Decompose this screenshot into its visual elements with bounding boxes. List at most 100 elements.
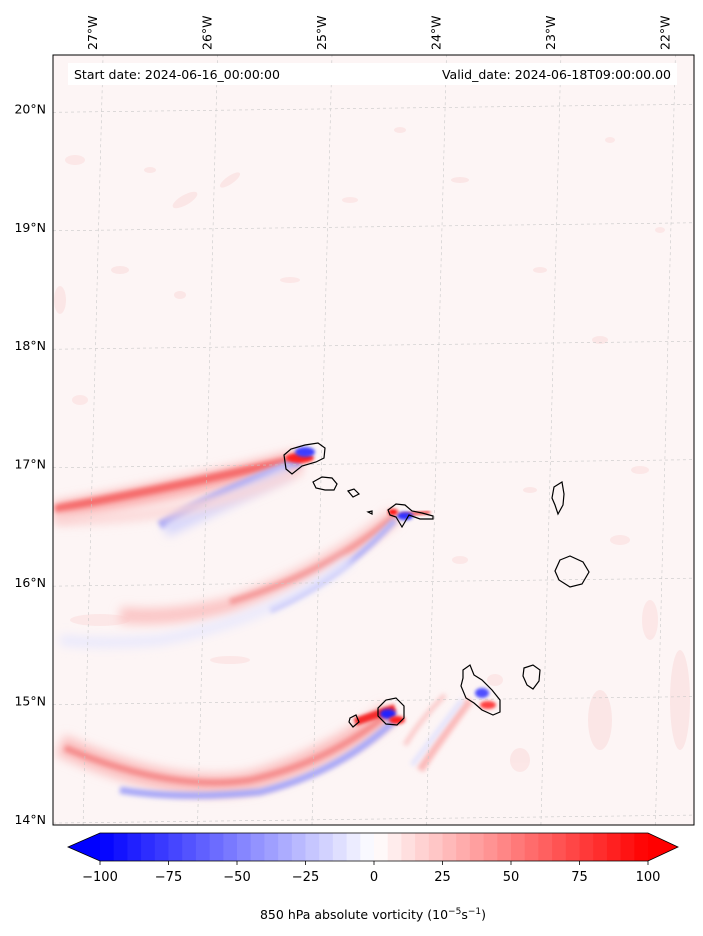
colorbar-tick-label: −75 bbox=[155, 870, 182, 885]
gridline-lat bbox=[53, 222, 694, 232]
lon-tick-label: 23°W bbox=[543, 15, 558, 50]
colorbar-band bbox=[469, 833, 485, 861]
island-santo-antao-rock bbox=[348, 714, 360, 728]
island-santiago bbox=[460, 664, 501, 716]
wake-south bbox=[55, 693, 474, 800]
colorbar-band bbox=[319, 833, 334, 861]
map-frame bbox=[52, 54, 695, 826]
vorticity-field bbox=[53, 55, 694, 825]
colorbar-band bbox=[168, 833, 183, 861]
gridlines bbox=[53, 55, 694, 825]
background-noise bbox=[54, 127, 690, 772]
colorbar-band bbox=[346, 833, 361, 861]
lat-tick-label: 14°N bbox=[14, 812, 46, 827]
colorbar-band bbox=[442, 833, 457, 861]
colorbar-tick-label: 75 bbox=[571, 870, 588, 885]
gridline-lon bbox=[311, 55, 333, 825]
lat-tick-label: 15°N bbox=[14, 694, 46, 709]
gridline-lon bbox=[655, 55, 676, 825]
colorbar-band bbox=[195, 833, 211, 861]
lon-tick-label: 27°W bbox=[85, 15, 100, 50]
colorbar-band bbox=[374, 833, 389, 861]
colorbar-band bbox=[237, 833, 252, 861]
colorbar-tick-label: −100 bbox=[82, 870, 118, 885]
header-box bbox=[68, 63, 677, 85]
colorbar-band bbox=[264, 833, 279, 861]
colorbar-tick-label: 25 bbox=[434, 870, 451, 885]
colorbar-band bbox=[415, 833, 430, 861]
lon-tick-label: 22°W bbox=[657, 15, 672, 50]
colorbar-tick-label: −25 bbox=[292, 870, 319, 885]
island-fogo bbox=[377, 697, 405, 726]
colorbar-max-extend bbox=[648, 833, 678, 861]
colorbar-title-mid: s bbox=[461, 907, 468, 922]
gridline-lon bbox=[540, 55, 562, 825]
colorbar-title-exp1: −5 bbox=[448, 907, 461, 917]
colorbar-band bbox=[483, 833, 498, 861]
coastlines bbox=[283, 442, 590, 728]
gridline-lat bbox=[53, 577, 694, 587]
gridline-lon bbox=[197, 55, 218, 825]
colorbar-band bbox=[360, 833, 375, 861]
colorbar-title-end: ) bbox=[481, 907, 486, 922]
colorbar-title-main: 850 hPa absolute vorticity (10 bbox=[260, 907, 448, 922]
colorbar-title-exp2: −1 bbox=[468, 907, 481, 917]
colorbar-band bbox=[538, 833, 553, 861]
colorbar-band bbox=[606, 833, 622, 861]
colorbar-band bbox=[113, 833, 128, 861]
colorbar-band bbox=[593, 833, 608, 861]
colorbar-band bbox=[552, 833, 567, 861]
gridline-lat bbox=[53, 814, 694, 824]
lon-tick-label: 25°W bbox=[314, 15, 329, 50]
colorbar-title: 850 hPa absolute vorticity (10−5s−1) bbox=[260, 907, 486, 922]
colorbar: −100 −75 −50 −25 0 25 50 75 100 850 hPa absolute… bbox=[67, 832, 679, 922]
lat-tick-label: 16°N bbox=[14, 575, 46, 590]
colorbar-band bbox=[278, 833, 293, 861]
colorbar-band bbox=[291, 833, 306, 861]
colorbar-band bbox=[127, 833, 142, 861]
gridline-lat bbox=[53, 104, 694, 113]
gridline-lon bbox=[426, 55, 447, 825]
colorbar-band bbox=[223, 833, 238, 861]
colorbar-band bbox=[620, 833, 635, 861]
island-maio bbox=[522, 664, 541, 690]
island-santa-luzia bbox=[346, 488, 361, 498]
island-vorticity bbox=[286, 447, 496, 724]
colorbar-band bbox=[305, 833, 320, 861]
island-sao-vicente bbox=[312, 476, 338, 491]
colorbar-band bbox=[579, 833, 594, 861]
colorbar-band bbox=[387, 833, 402, 861]
colorbar-band bbox=[565, 833, 580, 861]
lat-tick-label: 17°N bbox=[14, 457, 46, 472]
colorbar-band bbox=[524, 833, 539, 861]
start-date-label: Start date: 2024-06-16_00:00:00 bbox=[74, 67, 280, 82]
colorbar-band bbox=[182, 833, 197, 861]
colorbar-band bbox=[332, 833, 348, 861]
gridline-lat bbox=[53, 459, 694, 468]
colorbar-band bbox=[511, 833, 526, 861]
colorbar-tick-label: 50 bbox=[503, 870, 520, 885]
island-boa-vista bbox=[554, 555, 590, 588]
colorbar-min-extend bbox=[68, 833, 100, 861]
longitude-labels: 27°W 26°W 25°W 24°W 23°W 22°W bbox=[85, 15, 672, 50]
colorbar-band bbox=[100, 833, 115, 861]
lat-tick-label: 20°N bbox=[14, 101, 46, 116]
wake-middle bbox=[59, 508, 431, 648]
colorbar-band bbox=[154, 833, 169, 861]
colorbar-bands bbox=[100, 833, 649, 861]
colorbar-band bbox=[428, 833, 443, 861]
colorbar-band bbox=[209, 833, 224, 861]
island-sal bbox=[551, 481, 565, 516]
lat-tick-label: 18°N bbox=[14, 338, 46, 353]
lat-tick-label: 19°N bbox=[14, 220, 46, 235]
island-santo-antao bbox=[283, 442, 326, 475]
colorbar-band bbox=[456, 833, 471, 861]
gridline-lon bbox=[82, 55, 104, 825]
lon-tick-label: 26°W bbox=[200, 15, 215, 50]
colorbar-ticks: −100 −75 −50 −25 0 25 50 75 100 bbox=[82, 861, 660, 885]
island-branco bbox=[366, 510, 373, 515]
lon-tick-label: 24°W bbox=[428, 15, 443, 50]
colorbar-tick-label: 100 bbox=[636, 870, 661, 885]
gridline-lat bbox=[53, 340, 694, 350]
